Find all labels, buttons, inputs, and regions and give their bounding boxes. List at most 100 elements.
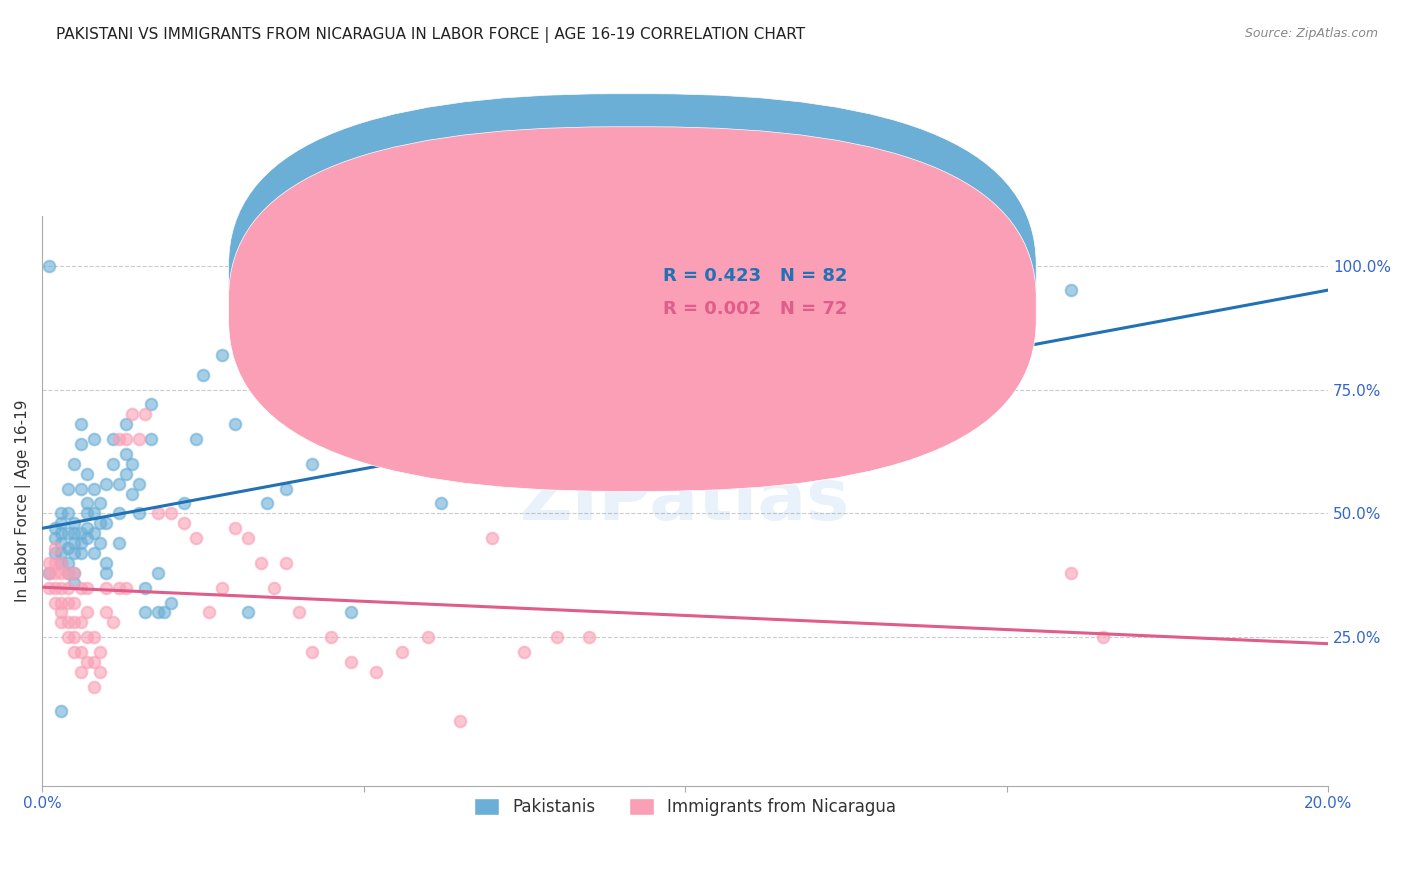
Text: Source: ZipAtlas.com: Source: ZipAtlas.com <box>1244 27 1378 40</box>
Point <box>276 482 298 496</box>
Point <box>76 521 98 535</box>
Point <box>153 606 176 620</box>
Point <box>173 496 195 510</box>
Point <box>391 645 413 659</box>
Point <box>114 467 136 481</box>
Point <box>249 556 271 570</box>
Point <box>236 606 259 620</box>
Point <box>96 556 118 570</box>
Point <box>236 531 259 545</box>
Point <box>546 630 568 644</box>
Point <box>288 606 311 620</box>
Point <box>108 507 131 521</box>
Point <box>108 476 131 491</box>
Text: ZIPatlas: ZIPatlas <box>520 467 851 535</box>
Point <box>108 432 131 446</box>
Point <box>134 407 156 421</box>
Point <box>44 595 66 609</box>
Point <box>128 507 150 521</box>
Point <box>159 595 181 609</box>
Point <box>38 581 60 595</box>
Point <box>56 566 79 580</box>
Point <box>578 630 600 644</box>
Point <box>186 531 208 545</box>
Point <box>44 521 66 535</box>
Point <box>76 507 98 521</box>
Point <box>44 546 66 560</box>
Point <box>211 348 233 362</box>
Point <box>89 516 111 531</box>
Point <box>83 680 105 694</box>
Point <box>69 581 91 595</box>
Point <box>63 630 86 644</box>
Point <box>51 566 73 580</box>
Point <box>429 496 451 510</box>
Point <box>141 432 163 446</box>
Point <box>134 606 156 620</box>
Point <box>56 595 79 609</box>
Point <box>69 536 91 550</box>
Point <box>159 507 181 521</box>
Point <box>83 526 105 541</box>
Point <box>339 606 361 620</box>
Point <box>44 531 66 545</box>
Point <box>198 606 221 620</box>
Point <box>89 645 111 659</box>
Point <box>51 536 73 550</box>
Point <box>76 655 98 669</box>
Point <box>121 457 143 471</box>
Point <box>224 521 246 535</box>
Point <box>121 407 143 421</box>
Point <box>51 615 73 630</box>
Point <box>63 516 86 531</box>
Point <box>69 482 91 496</box>
Point <box>56 541 79 555</box>
Point <box>38 566 60 580</box>
Point <box>69 437 91 451</box>
Point <box>69 645 91 659</box>
Point <box>56 556 79 570</box>
Point <box>63 615 86 630</box>
Point <box>76 630 98 644</box>
Point <box>69 417 91 432</box>
FancyBboxPatch shape <box>229 94 1036 458</box>
Point <box>146 507 169 521</box>
Point <box>51 595 73 609</box>
Point <box>76 531 98 545</box>
Point <box>69 526 91 541</box>
Point <box>83 630 105 644</box>
Point <box>83 507 105 521</box>
Point <box>256 496 278 510</box>
Point <box>63 457 86 471</box>
Point <box>321 630 343 644</box>
Point <box>76 581 98 595</box>
Point <box>96 566 118 580</box>
Point <box>416 630 439 644</box>
Point <box>114 417 136 432</box>
Point <box>146 566 169 580</box>
Point <box>38 556 60 570</box>
Point <box>101 432 124 446</box>
Point <box>56 507 79 521</box>
Point <box>1092 630 1115 644</box>
Point <box>301 645 323 659</box>
Point <box>63 575 86 590</box>
Point <box>63 566 86 580</box>
Point <box>263 581 285 595</box>
Point <box>63 536 86 550</box>
Point <box>141 397 163 411</box>
Point <box>44 581 66 595</box>
Point <box>63 645 86 659</box>
Point <box>44 566 66 580</box>
Point <box>114 581 136 595</box>
Point <box>276 556 298 570</box>
Point <box>108 581 131 595</box>
Point <box>513 645 536 659</box>
Point <box>301 457 323 471</box>
Point <box>101 457 124 471</box>
Point <box>224 417 246 432</box>
Point <box>481 531 503 545</box>
Point <box>449 714 471 729</box>
Point <box>38 566 60 580</box>
Point <box>128 432 150 446</box>
